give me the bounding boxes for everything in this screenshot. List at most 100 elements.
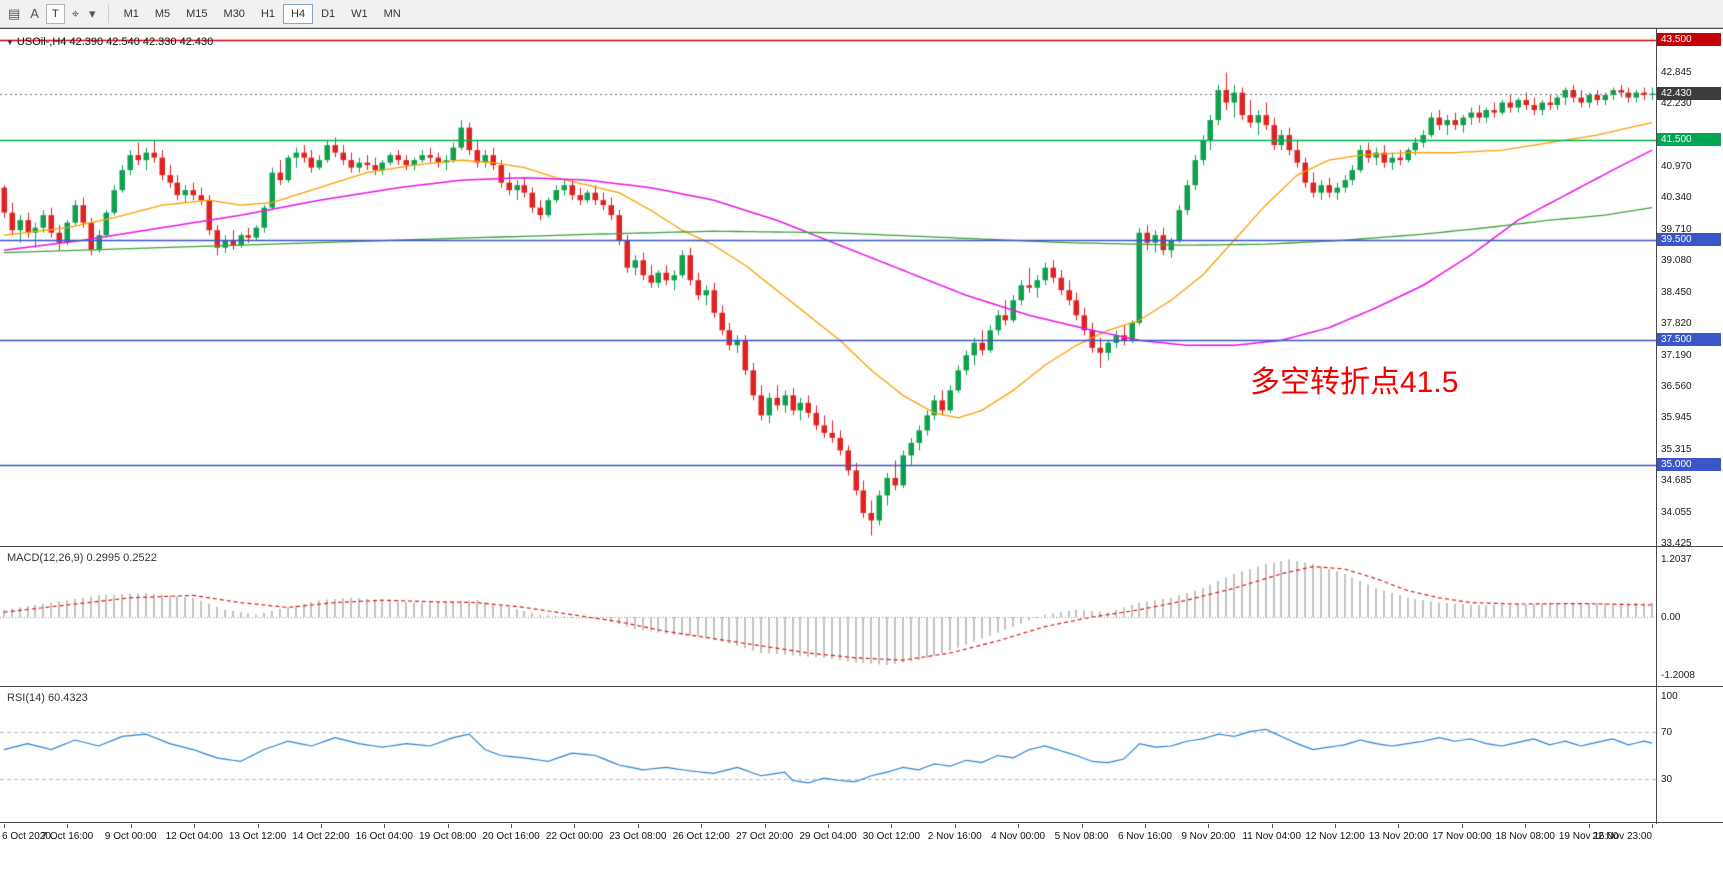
timeframe-button-d1[interactable]: D1 <box>321 7 336 20</box>
price-tick-label: 40.340 <box>1661 192 1692 204</box>
time-label: 9 Nov 20:00 <box>1181 831 1236 842</box>
dropdown-caret-icon[interactable]: ▾ <box>89 5 96 21</box>
time-tick <box>321 824 322 828</box>
time-label: 18 Nov 08:00 <box>1495 831 1555 842</box>
price-tick-label: 36.560 <box>1661 381 1692 393</box>
time-label: 7 Oct 16:00 <box>41 831 94 842</box>
time-tick <box>828 824 829 828</box>
time-tick <box>638 824 639 828</box>
time-label: 6 Oct 2020 <box>2 831 51 842</box>
price-tick-label: 35.315 <box>1661 443 1692 455</box>
time-tick <box>1652 824 1653 828</box>
time-label: 2 Nov 16:00 <box>927 831 982 842</box>
collapse-arrow-icon[interactable]: ▼ <box>6 38 14 47</box>
main-price-panel: ▼ USOil-,H4 42.390 42.540 42.330 42.430 多… <box>0 28 1723 548</box>
macd-axis-label: 1.2037 <box>1661 554 1692 566</box>
time-label: 20 Oct 16:00 <box>482 831 540 842</box>
label-tool-icon[interactable]: A <box>30 5 39 21</box>
time-tick <box>1018 824 1019 828</box>
time-label: 22 Nov 23:00 <box>1592 831 1653 842</box>
time-tick <box>765 824 766 828</box>
price-tag-35.000: 35.000 <box>1657 458 1721 472</box>
rsi-axis-label: 30 <box>1661 774 1673 786</box>
macd-canvas[interactable] <box>0 548 1656 687</box>
time-tick <box>1145 824 1146 828</box>
time-label: 29 Oct 04:00 <box>799 831 857 842</box>
symbol-ohlc-text: USOil-,H4 42.390 42.540 42.330 42.430 <box>16 36 214 48</box>
chart-area: ▼ USOil-,H4 42.390 42.540 42.330 42.430 多… <box>0 28 1723 896</box>
symbol-info-label: ▼ USOil-,H4 42.390 42.540 42.330 42.430 <box>6 36 213 48</box>
chart-annotation-text: 多空转折点41.5 <box>1250 366 1459 399</box>
macd-panel: MACD(12,26,9) 0.2995 0.2522 <box>0 548 1723 687</box>
price-tag-42.430: 42.430 <box>1657 86 1721 100</box>
toolbar-separator <box>107 4 109 23</box>
toolbar: ▤ A T ⌖ ▾ M1 M5 M15 M30 H1 H4 D1 W1 MN <box>0 0 1723 28</box>
chart-grid-icon[interactable]: ▤ <box>8 5 21 21</box>
time-label: 19 Oct 08:00 <box>419 831 477 842</box>
price-tick-label: 40.970 <box>1661 160 1692 172</box>
time-tick <box>4 824 5 828</box>
time-tick <box>1082 824 1083 828</box>
timeframe-button-w1[interactable]: W1 <box>351 7 368 20</box>
time-label: 11 Nov 04:00 <box>1242 831 1302 842</box>
price-tick-label: 34.055 <box>1661 506 1692 518</box>
rsi-canvas[interactable] <box>0 688 1656 823</box>
timeframe-button-m15[interactable]: M15 <box>186 7 208 20</box>
time-tick <box>1525 824 1526 828</box>
price-tick-label: 39.710 <box>1661 223 1692 235</box>
time-tick <box>891 824 892 828</box>
timeframe-button-m1[interactable]: M1 <box>123 7 139 20</box>
timeframe-button-mn[interactable]: MN <box>383 7 401 20</box>
time-tick <box>1272 824 1273 828</box>
toolbar-icons: ▤ A T ⌖ ▾ <box>3 3 101 24</box>
price-tag-43.500: 43.500 <box>1657 33 1721 46</box>
crosshair-tool-icon[interactable]: ⌖ <box>71 5 80 21</box>
time-tick <box>1589 824 1590 828</box>
price-tick-label: 39.080 <box>1661 255 1692 267</box>
time-tick <box>258 824 259 828</box>
time-tick <box>1398 824 1399 828</box>
time-label: 26 Oct 12:00 <box>672 831 730 842</box>
time-label: 12 Nov 12:00 <box>1305 831 1365 842</box>
macd-axis-label: -1.2008 <box>1661 669 1695 681</box>
timeframe-button-h4[interactable]: H4 <box>283 3 314 24</box>
time-tick <box>131 824 132 828</box>
time-label: 5 Nov 08:00 <box>1054 831 1109 842</box>
price-tick-label: 38.450 <box>1661 286 1692 298</box>
time-label: 4 Nov 00:00 <box>991 831 1046 842</box>
macd-axis-label: 0.00 <box>1661 612 1681 623</box>
rsi-panel: RSI(14) 60.4323 <box>0 688 1723 823</box>
price-tick-label: 35.945 <box>1661 412 1692 424</box>
time-label: 9 Oct 00:00 <box>104 831 157 842</box>
time-tick <box>1335 824 1336 828</box>
time-label: 14 Oct 22:00 <box>292 831 350 842</box>
text-tool-icon[interactable]: T <box>45 3 65 24</box>
time-label: 22 Oct 00:00 <box>545 831 604 842</box>
timeframe-button-m30[interactable]: M30 <box>223 7 245 20</box>
price-axis[interactable]: 42.845 42.230 40.970 40.340 39.710 39.080 38.4… <box>1657 28 1723 824</box>
price-tick-label: 37.190 <box>1661 349 1692 361</box>
main-chart-canvas[interactable] <box>0 29 1656 548</box>
price-tag-37.500: 37.500 <box>1657 333 1721 347</box>
time-tick <box>448 824 449 828</box>
time-tick <box>67 824 68 828</box>
time-tick <box>1462 824 1463 828</box>
timeframe-button-m5[interactable]: M5 <box>154 7 171 20</box>
price-tick-label: 42.845 <box>1661 66 1692 78</box>
time-label: 30 Oct 12:00 <box>862 831 921 842</box>
time-tick <box>194 824 195 828</box>
time-tick <box>511 824 512 828</box>
time-axis[interactable]: 6 Oct 2020 7 Oct 16:00 9 Oct 00:00 12 Oct 0… <box>0 824 1723 896</box>
rsi-axis-label: 100 <box>1661 691 1678 702</box>
price-tag-39.500: 39.500 <box>1657 233 1721 247</box>
price-tick-label: 34.685 <box>1661 475 1692 487</box>
timeframe-button-h1[interactable]: H1 <box>260 7 275 20</box>
time-tick <box>384 824 385 828</box>
rsi-axis-label: 70 <box>1661 726 1673 738</box>
price-axis-border <box>1656 28 1657 824</box>
price-tick-label: 37.820 <box>1661 318 1692 330</box>
price-tick-label: 42.230 <box>1661 97 1692 109</box>
time-tick <box>574 824 575 828</box>
time-tick <box>955 824 956 828</box>
price-tick-label: 33.425 <box>1661 538 1692 550</box>
